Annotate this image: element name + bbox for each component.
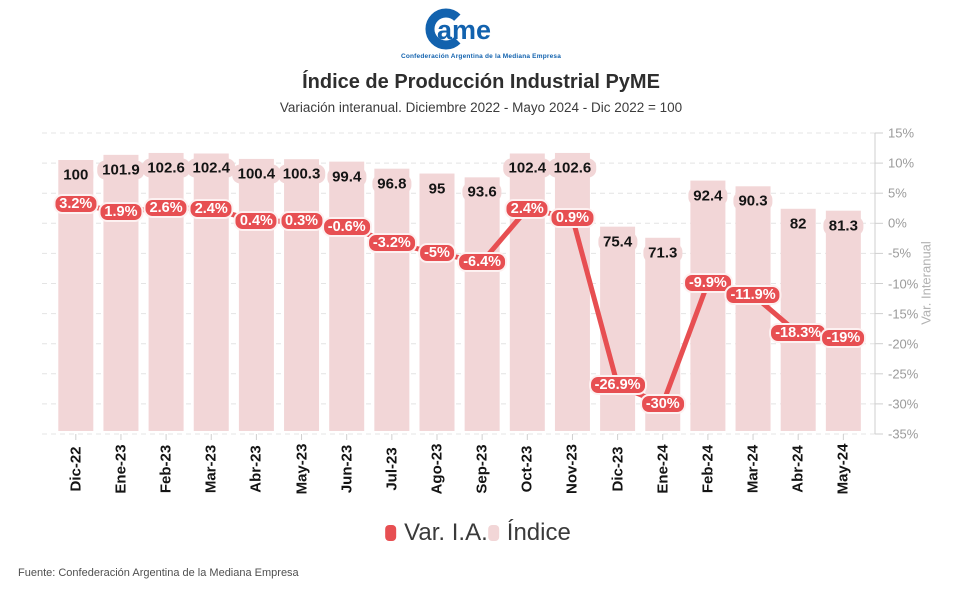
bar [103,154,139,431]
x-axis-label: May-24 [834,443,852,495]
y-tick-label: 0% [888,215,907,231]
bar-value-label: 102.4 [187,158,236,178]
bar-value-label: 90.3 [733,191,773,211]
x-axis-label: Abr-23 [247,445,265,493]
y-tick-label: -25% [888,366,919,382]
line-value-label: 0.3% [279,211,325,232]
bar-value-label: 100 [58,165,94,185]
y-tick-label: 5% [888,185,907,201]
bar [690,180,726,431]
bar [509,153,545,431]
bar [600,226,636,431]
x-axis-label: Abr-24 [789,445,807,493]
bar-value-label: 92.4 [688,186,728,206]
bar-value-label: 100.4 [232,164,281,184]
line-value-label: 2.4% [188,198,234,219]
logo-wordmark-text: ame [437,15,491,45]
x-axis-label: Jul-23 [383,447,401,491]
x-axis-label: Nov-23 [563,443,581,495]
y-tick-label: -35% [888,426,919,442]
x-axis-label: May-23 [293,443,311,495]
x-axis-label: Ene-24 [654,444,672,494]
bar [780,208,816,431]
legend-label-var-ia: Var. I.A. [404,519,488,546]
x-axis-label: Ene-23 [112,444,130,494]
bar [193,153,229,431]
x-axis-label: Feb-23 [157,444,175,494]
x-axis-label: Sep-23 [473,444,491,494]
x-axis-label: Oct-23 [518,445,536,493]
line-value-label: -18.3% [769,323,828,344]
bar [735,186,771,431]
bar [554,152,590,432]
bar-value-label: 75.4 [597,232,638,252]
bar-value-label: 102.6 [548,158,597,178]
line-value-label: -5% [418,243,456,264]
line-value-label: -0.6% [321,216,372,237]
bar-value-label: 81.3 [823,216,863,236]
y-tick-label: -30% [888,396,919,412]
bar [238,158,274,431]
page-title: Índice de Producción Industrial PyME [302,71,660,93]
line-value-label: 2.4% [504,198,550,219]
legend-label-indice: Índice [506,519,571,546]
bar [374,168,410,431]
y-tick-label: 10% [888,155,915,171]
legend-marker-var-ia [385,525,397,541]
x-axis-label: Feb-24 [699,444,717,494]
bar-value-label: 82 [784,214,812,234]
y-tick-label: 15% [888,125,915,141]
logo-tagline: Confederación Argentina de la Mediana Em… [400,53,562,60]
bar-value-label: 99.4 [327,167,367,187]
bar-value-label: 100.3 [277,164,326,184]
line-value-label: 0.4% [233,210,279,231]
bar-value-label: 96.8 [372,174,412,194]
y-tick-label: -15% [888,306,919,322]
bar [329,161,365,431]
bar-value-label: 71.3 [643,243,683,263]
page-subtitle: Variación interanual. Diciembre 2022 - M… [279,100,683,115]
bar-value-label: 102.6 [142,158,190,178]
line-value-label: 0.9% [549,207,595,228]
x-axis-label: Dic-22 [67,446,85,492]
line-value-label: -11.9% [724,284,782,305]
x-axis-label: Mar-23 [202,444,220,494]
line-value-label: -9.9% [682,272,733,293]
line-value-label: -30% [639,393,686,414]
came-logo-mark: ame [425,8,491,50]
bar-value-label: 95 [423,179,451,199]
y-tick-label: -20% [888,336,919,352]
y-tick-label: -10% [888,276,919,291]
line-value-label: 1.9% [98,201,144,222]
y-tick-label: -5% [888,245,912,261]
bar [284,159,320,431]
right-axis-title: Var. Interanual [918,241,934,325]
x-axis-label: Mar-24 [744,444,762,494]
line-value-label: -3.2% [366,232,417,253]
line-value-label: -6.4% [457,251,508,272]
bar-value-label: 93.6 [462,182,502,202]
line-value-label: -26.9% [588,375,647,396]
legend-marker-indice [487,525,499,541]
x-axis-label: Ago-23 [428,443,446,495]
x-axis-label: Dic-23 [609,446,627,492]
x-axis-label: Jun-23 [338,444,356,494]
bar [825,210,861,431]
line-value-label: -19% [820,327,867,348]
line-value-label: 2.6% [143,197,189,218]
bar [148,152,184,432]
legend: Var. I.A. Índice [385,519,571,547]
source-note: Fuente: Confederación Argentina de la Me… [18,567,299,579]
bar-value-label: 102.4 [503,158,552,178]
bar [419,173,455,432]
bar [464,177,500,431]
came-logo: ame Confederación Argentina de la Median… [0,8,962,60]
line-value-label: 3.2% [53,194,99,215]
bar-value-label: 101.9 [97,160,145,180]
